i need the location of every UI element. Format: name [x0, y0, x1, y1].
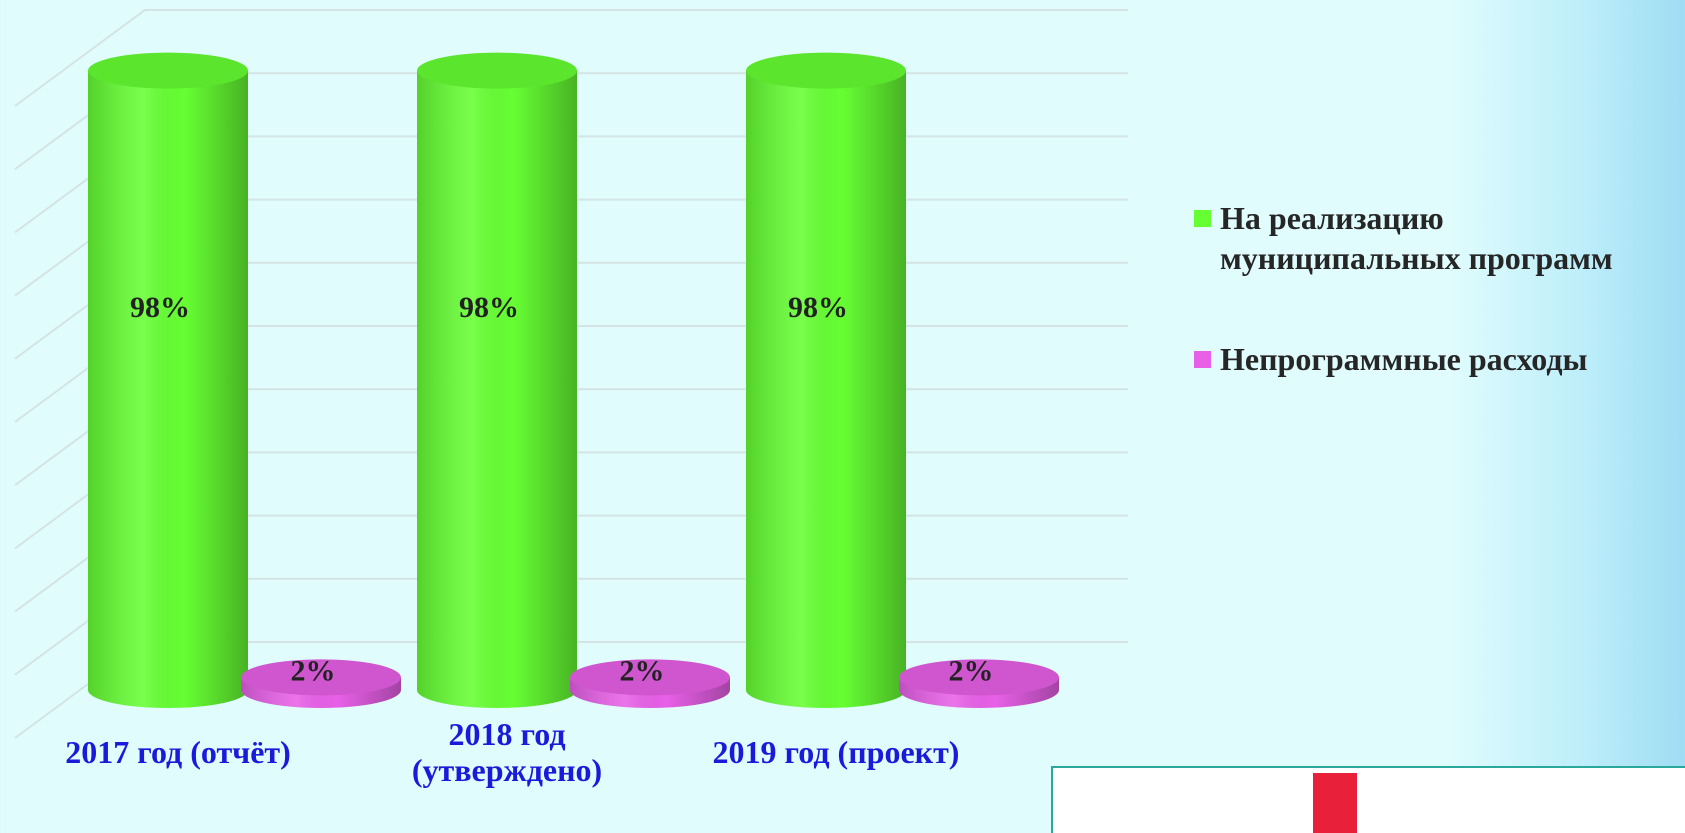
legend-label: Непрограммные расходы	[1220, 341, 1588, 377]
grid-line	[14, 9, 1128, 107]
bar-top-shade	[88, 52, 248, 89]
bar-top	[88, 52, 248, 89]
bar-top	[570, 659, 730, 696]
bar-top	[241, 659, 401, 696]
decor-card	[1051, 766, 1685, 833]
x-tick-label: 2017 год (отчёт)	[65, 734, 291, 770]
bar-top-shade	[570, 659, 730, 696]
legend-label: На реализацию муниципальных программ	[1220, 200, 1613, 276]
data-label: 98%	[459, 291, 519, 324]
decor-icon	[1313, 773, 1357, 833]
legend-swatch	[1194, 351, 1211, 368]
data-label: 2%	[620, 654, 665, 687]
legend-swatch	[1194, 210, 1211, 227]
bar-top	[417, 52, 577, 89]
data-label: 2%	[949, 654, 994, 687]
data-label: 2%	[291, 654, 336, 687]
decor-cube	[1313, 773, 1357, 833]
bar-top-shade	[417, 52, 577, 89]
data-label: 98%	[788, 291, 848, 324]
bar-top-shade	[746, 52, 906, 89]
bar-shade	[417, 70, 577, 708]
bar-shade	[88, 70, 248, 708]
x-tick-label: 2018 год (утверждено)	[411, 716, 603, 788]
bar-top-shade	[899, 659, 1059, 696]
bar-top	[746, 52, 906, 89]
bar-top	[899, 659, 1059, 696]
bar-shade	[746, 70, 906, 708]
data-label: 98%	[130, 291, 190, 324]
bar-top-shade	[241, 659, 401, 696]
x-tick-label: 2019 год (проект)	[712, 734, 960, 770]
